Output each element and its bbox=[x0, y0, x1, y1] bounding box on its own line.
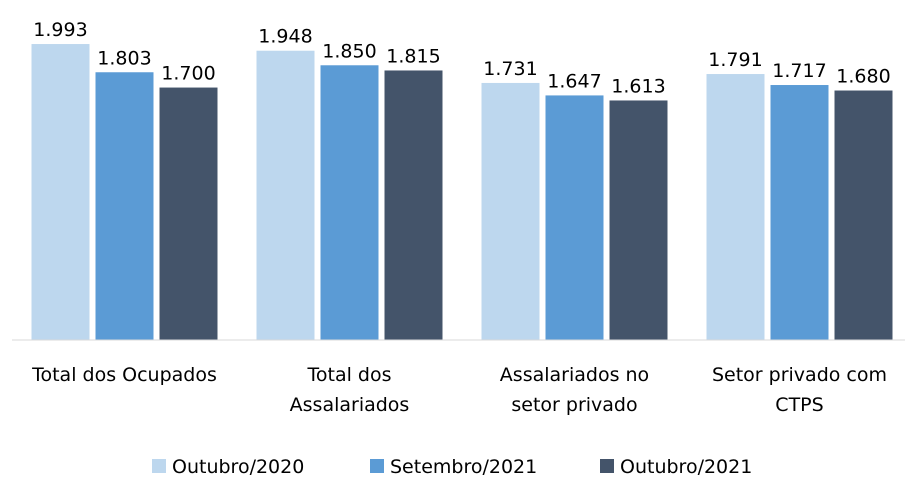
data-label: 1.680 bbox=[836, 66, 890, 88]
legend-swatch bbox=[370, 459, 384, 473]
legend-label: Outubro/2021 bbox=[620, 456, 752, 478]
bar bbox=[545, 95, 604, 340]
legend-swatch bbox=[600, 459, 614, 473]
bar bbox=[481, 82, 540, 340]
bar bbox=[770, 85, 829, 340]
bar bbox=[256, 50, 315, 341]
data-label: 1.731 bbox=[483, 58, 537, 80]
bar bbox=[384, 70, 443, 340]
data-label: 1.613 bbox=[611, 75, 665, 97]
bar bbox=[95, 72, 154, 340]
bar bbox=[834, 90, 893, 341]
x-tick-label: Assalariados no setor privado bbox=[499, 364, 650, 416]
data-label: 1.850 bbox=[322, 40, 376, 62]
bar bbox=[706, 74, 765, 340]
x-tick-label: Total dos Ocupados bbox=[32, 364, 217, 386]
data-label: 1.815 bbox=[386, 45, 440, 67]
data-label: 1.700 bbox=[161, 63, 215, 85]
legend-label: Setembro/2021 bbox=[390, 456, 537, 478]
data-label: 1.717 bbox=[772, 60, 826, 82]
data-label: 1.948 bbox=[258, 26, 312, 48]
bar bbox=[320, 65, 379, 341]
bar bbox=[609, 100, 668, 340]
data-label: 1.803 bbox=[97, 47, 151, 69]
x-tick-label: Total dos Assalariados bbox=[289, 364, 410, 416]
data-label: 1.647 bbox=[547, 70, 601, 92]
legend-label: Outubro/2020 bbox=[172, 456, 304, 478]
data-label: 1.791 bbox=[708, 49, 762, 71]
bar bbox=[31, 44, 90, 341]
x-tick-label: Setor privado com CTPS bbox=[711, 364, 888, 416]
bar bbox=[159, 87, 218, 340]
legend-swatch bbox=[152, 459, 166, 473]
data-label: 1.993 bbox=[33, 19, 87, 41]
